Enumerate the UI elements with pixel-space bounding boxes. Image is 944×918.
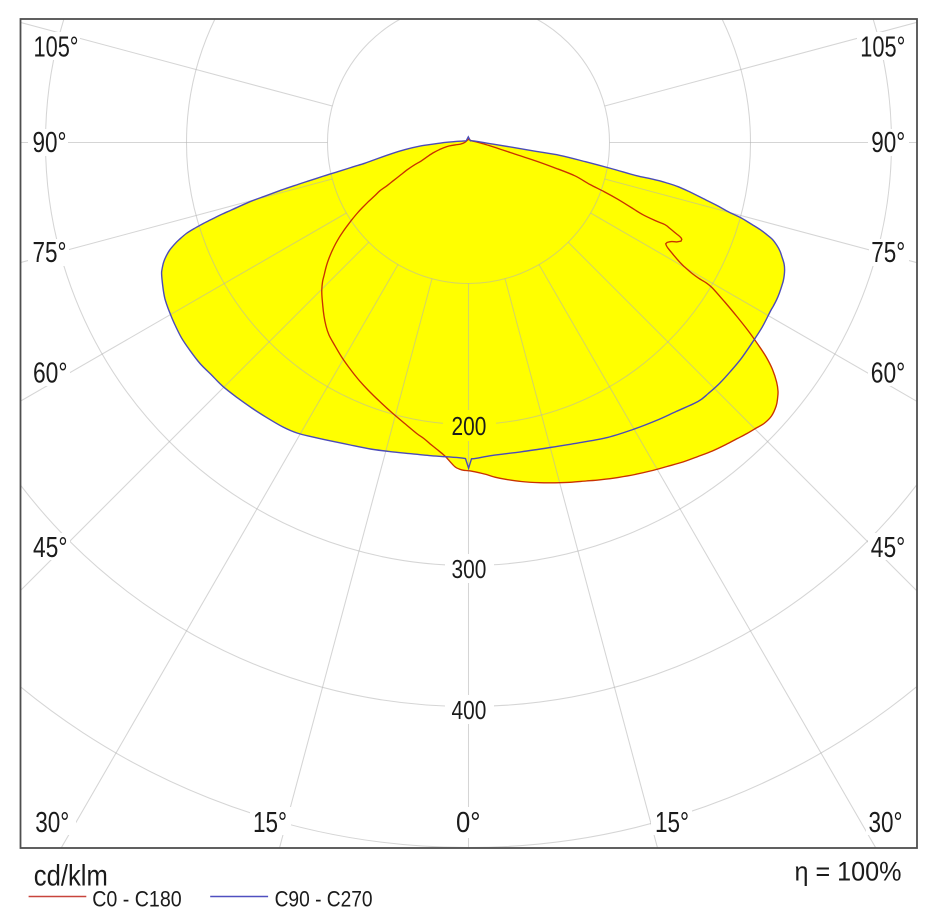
svg-text:45°: 45°: [33, 532, 68, 564]
svg-text:C90 - C270: C90 - C270: [275, 887, 373, 912]
svg-text:300: 300: [452, 554, 487, 584]
svg-text:60°: 60°: [33, 358, 68, 390]
svg-text:75°: 75°: [33, 237, 67, 269]
svg-text:105°: 105°: [860, 31, 905, 63]
svg-text:400: 400: [452, 695, 487, 725]
svg-text:15°: 15°: [655, 807, 689, 839]
svg-text:cd/klm: cd/klm: [34, 859, 108, 892]
svg-text:200: 200: [452, 411, 487, 441]
svg-text:105°: 105°: [34, 31, 79, 63]
svg-text:C0 - C180: C0 - C180: [92, 887, 182, 912]
svg-text:60°: 60°: [871, 358, 906, 390]
svg-text:15°: 15°: [253, 807, 287, 839]
svg-text:30°: 30°: [35, 807, 69, 839]
svg-text:0°: 0°: [456, 807, 481, 839]
svg-text:η = 100%: η = 100%: [795, 856, 902, 886]
svg-text:30°: 30°: [869, 807, 903, 839]
svg-text:90°: 90°: [33, 127, 67, 159]
svg-text:90°: 90°: [871, 127, 905, 159]
svg-text:45°: 45°: [871, 532, 906, 564]
svg-text:75°: 75°: [871, 237, 905, 269]
